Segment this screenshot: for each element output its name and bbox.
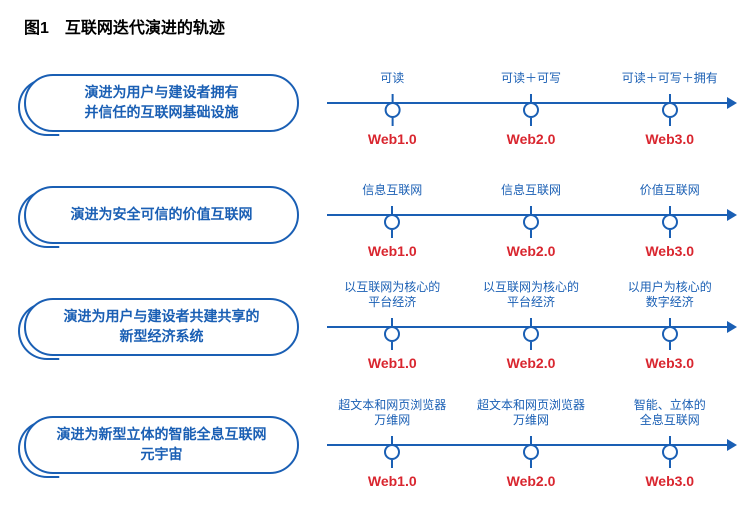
- circle-icon: [662, 326, 678, 342]
- node-0: 以互联网为核心的平台经济 Web1.0: [344, 272, 440, 382]
- pill-label: 演进为用户与建设者共建共享的新型经济系统: [24, 298, 299, 356]
- node-1: 超文本和网页浏览器万维网 Web2.0: [477, 390, 585, 500]
- node-top-label: 可读: [380, 55, 404, 87]
- node-0: 信息互联网 Web1.0: [362, 160, 422, 270]
- node-1: 信息互联网 Web2.0: [501, 160, 561, 270]
- pill-label: 演进为用户与建设者拥有并信任的互联网基础设施: [24, 74, 299, 132]
- node-bottom-label: Web2.0: [507, 131, 556, 151]
- pill-label: 演进为新型立体的智能全息互联网元宇宙: [24, 416, 299, 474]
- node-top-label: 可读＋可写＋拥有: [622, 55, 718, 87]
- row-2: 演进为用户与建设者共建共享的新型经济系统以互联网为核心的平台经济Web1.0以互…: [24, 272, 735, 382]
- node-top-label: 以用户为核心的数字经济: [628, 279, 712, 311]
- node-marker: [384, 317, 400, 351]
- circle-icon: [662, 102, 678, 118]
- pill-label: 演进为安全可信的价值互联网: [24, 186, 299, 244]
- node-top-label: 信息互联网: [501, 167, 561, 199]
- circle-icon: [384, 214, 400, 230]
- node-marker: [384, 205, 400, 239]
- arrow-icon: [727, 209, 737, 221]
- circle-icon: [523, 444, 539, 460]
- circle-icon: [384, 444, 400, 460]
- row-0: 演进为用户与建设者拥有并信任的互联网基础设施 可读 Web1.0 可读＋可写 Web2.…: [24, 48, 735, 158]
- timeline: 可读 Web1.0 可读＋可写 Web2.0 可读＋可写＋拥有 Web3.0: [327, 48, 735, 158]
- node-top-label: 价值互联网: [640, 167, 700, 199]
- node-bottom-label: Web1.0: [368, 131, 417, 151]
- node-bottom-label: Web1.0: [368, 355, 417, 375]
- node-marker: [384, 435, 400, 469]
- row-3: 演进为新型立体的智能全息互联网元宇宙超文本和网页浏览器万维网Web1.0超文本和…: [24, 390, 735, 500]
- node-bottom-label: Web3.0: [645, 473, 694, 493]
- node-bottom-label: Web1.0: [368, 243, 417, 263]
- node-2: 以用户为核心的数字经济 Web3.0: [628, 272, 712, 382]
- node-marker: [662, 205, 678, 239]
- node-2: 智能、立体的全息互联网 Web3.0: [634, 390, 706, 500]
- node-bottom-label: Web2.0: [507, 473, 556, 493]
- circle-icon: [662, 444, 678, 460]
- node-0: 超文本和网页浏览器万维网 Web1.0: [338, 390, 446, 500]
- arrow-icon: [727, 97, 737, 109]
- node-marker: [523, 317, 539, 351]
- node-top-label: 可读＋可写: [501, 55, 561, 87]
- arrow-icon: [727, 439, 737, 451]
- node-marker: [662, 93, 678, 127]
- figure-title: 图1 互联网迭代演进的轨迹: [24, 14, 225, 38]
- node-bottom-label: Web2.0: [507, 355, 556, 375]
- node-marker: [523, 435, 539, 469]
- node-marker: [384, 93, 400, 127]
- node-marker: [523, 205, 539, 239]
- circle-icon: [523, 102, 539, 118]
- node-top-label: 以互联网为核心的平台经济: [483, 279, 579, 311]
- node-bottom-label: Web3.0: [645, 243, 694, 263]
- node-0: 可读 Web1.0: [368, 48, 417, 158]
- node-top-label: 以互联网为核心的平台经济: [344, 279, 440, 311]
- node-marker: [662, 317, 678, 351]
- node-1: 以互联网为核心的平台经济 Web2.0: [483, 272, 579, 382]
- node-2: 可读＋可写＋拥有 Web3.0: [622, 48, 718, 158]
- arrow-icon: [727, 321, 737, 333]
- circle-icon: [523, 214, 539, 230]
- timeline: 以互联网为核心的平台经济 Web1.0 以互联网为核心的平台经济 Web2.0 以用户为…: [327, 272, 735, 382]
- node-top-label: 信息互联网: [362, 167, 422, 199]
- row-1: 演进为安全可信的价值互联网 信息互联网 Web1.0 信息互联网 Web2.0 价值互联网…: [24, 160, 735, 270]
- circle-icon: [662, 214, 678, 230]
- timeline: 超文本和网页浏览器万维网 Web1.0 超文本和网页浏览器万维网 Web2.0 智能、立…: [327, 390, 735, 500]
- node-2: 价值互联网 Web3.0: [640, 160, 700, 270]
- circle-icon: [384, 326, 400, 342]
- node-bottom-label: Web2.0: [507, 243, 556, 263]
- node-bottom-label: Web3.0: [645, 355, 694, 375]
- timeline: 信息互联网 Web1.0 信息互联网 Web2.0 价值互联网 Web3.0: [327, 160, 735, 270]
- node-bottom-label: Web3.0: [645, 131, 694, 151]
- circle-icon: [523, 326, 539, 342]
- node-top-label: 超文本和网页浏览器万维网: [338, 397, 446, 429]
- node-1: 可读＋可写 Web2.0: [501, 48, 561, 158]
- node-top-label: 智能、立体的全息互联网: [634, 397, 706, 429]
- node-top-label: 超文本和网页浏览器万维网: [477, 397, 585, 429]
- node-marker: [662, 435, 678, 469]
- circle-icon: [384, 102, 400, 118]
- node-bottom-label: Web1.0: [368, 473, 417, 493]
- node-marker: [523, 93, 539, 127]
